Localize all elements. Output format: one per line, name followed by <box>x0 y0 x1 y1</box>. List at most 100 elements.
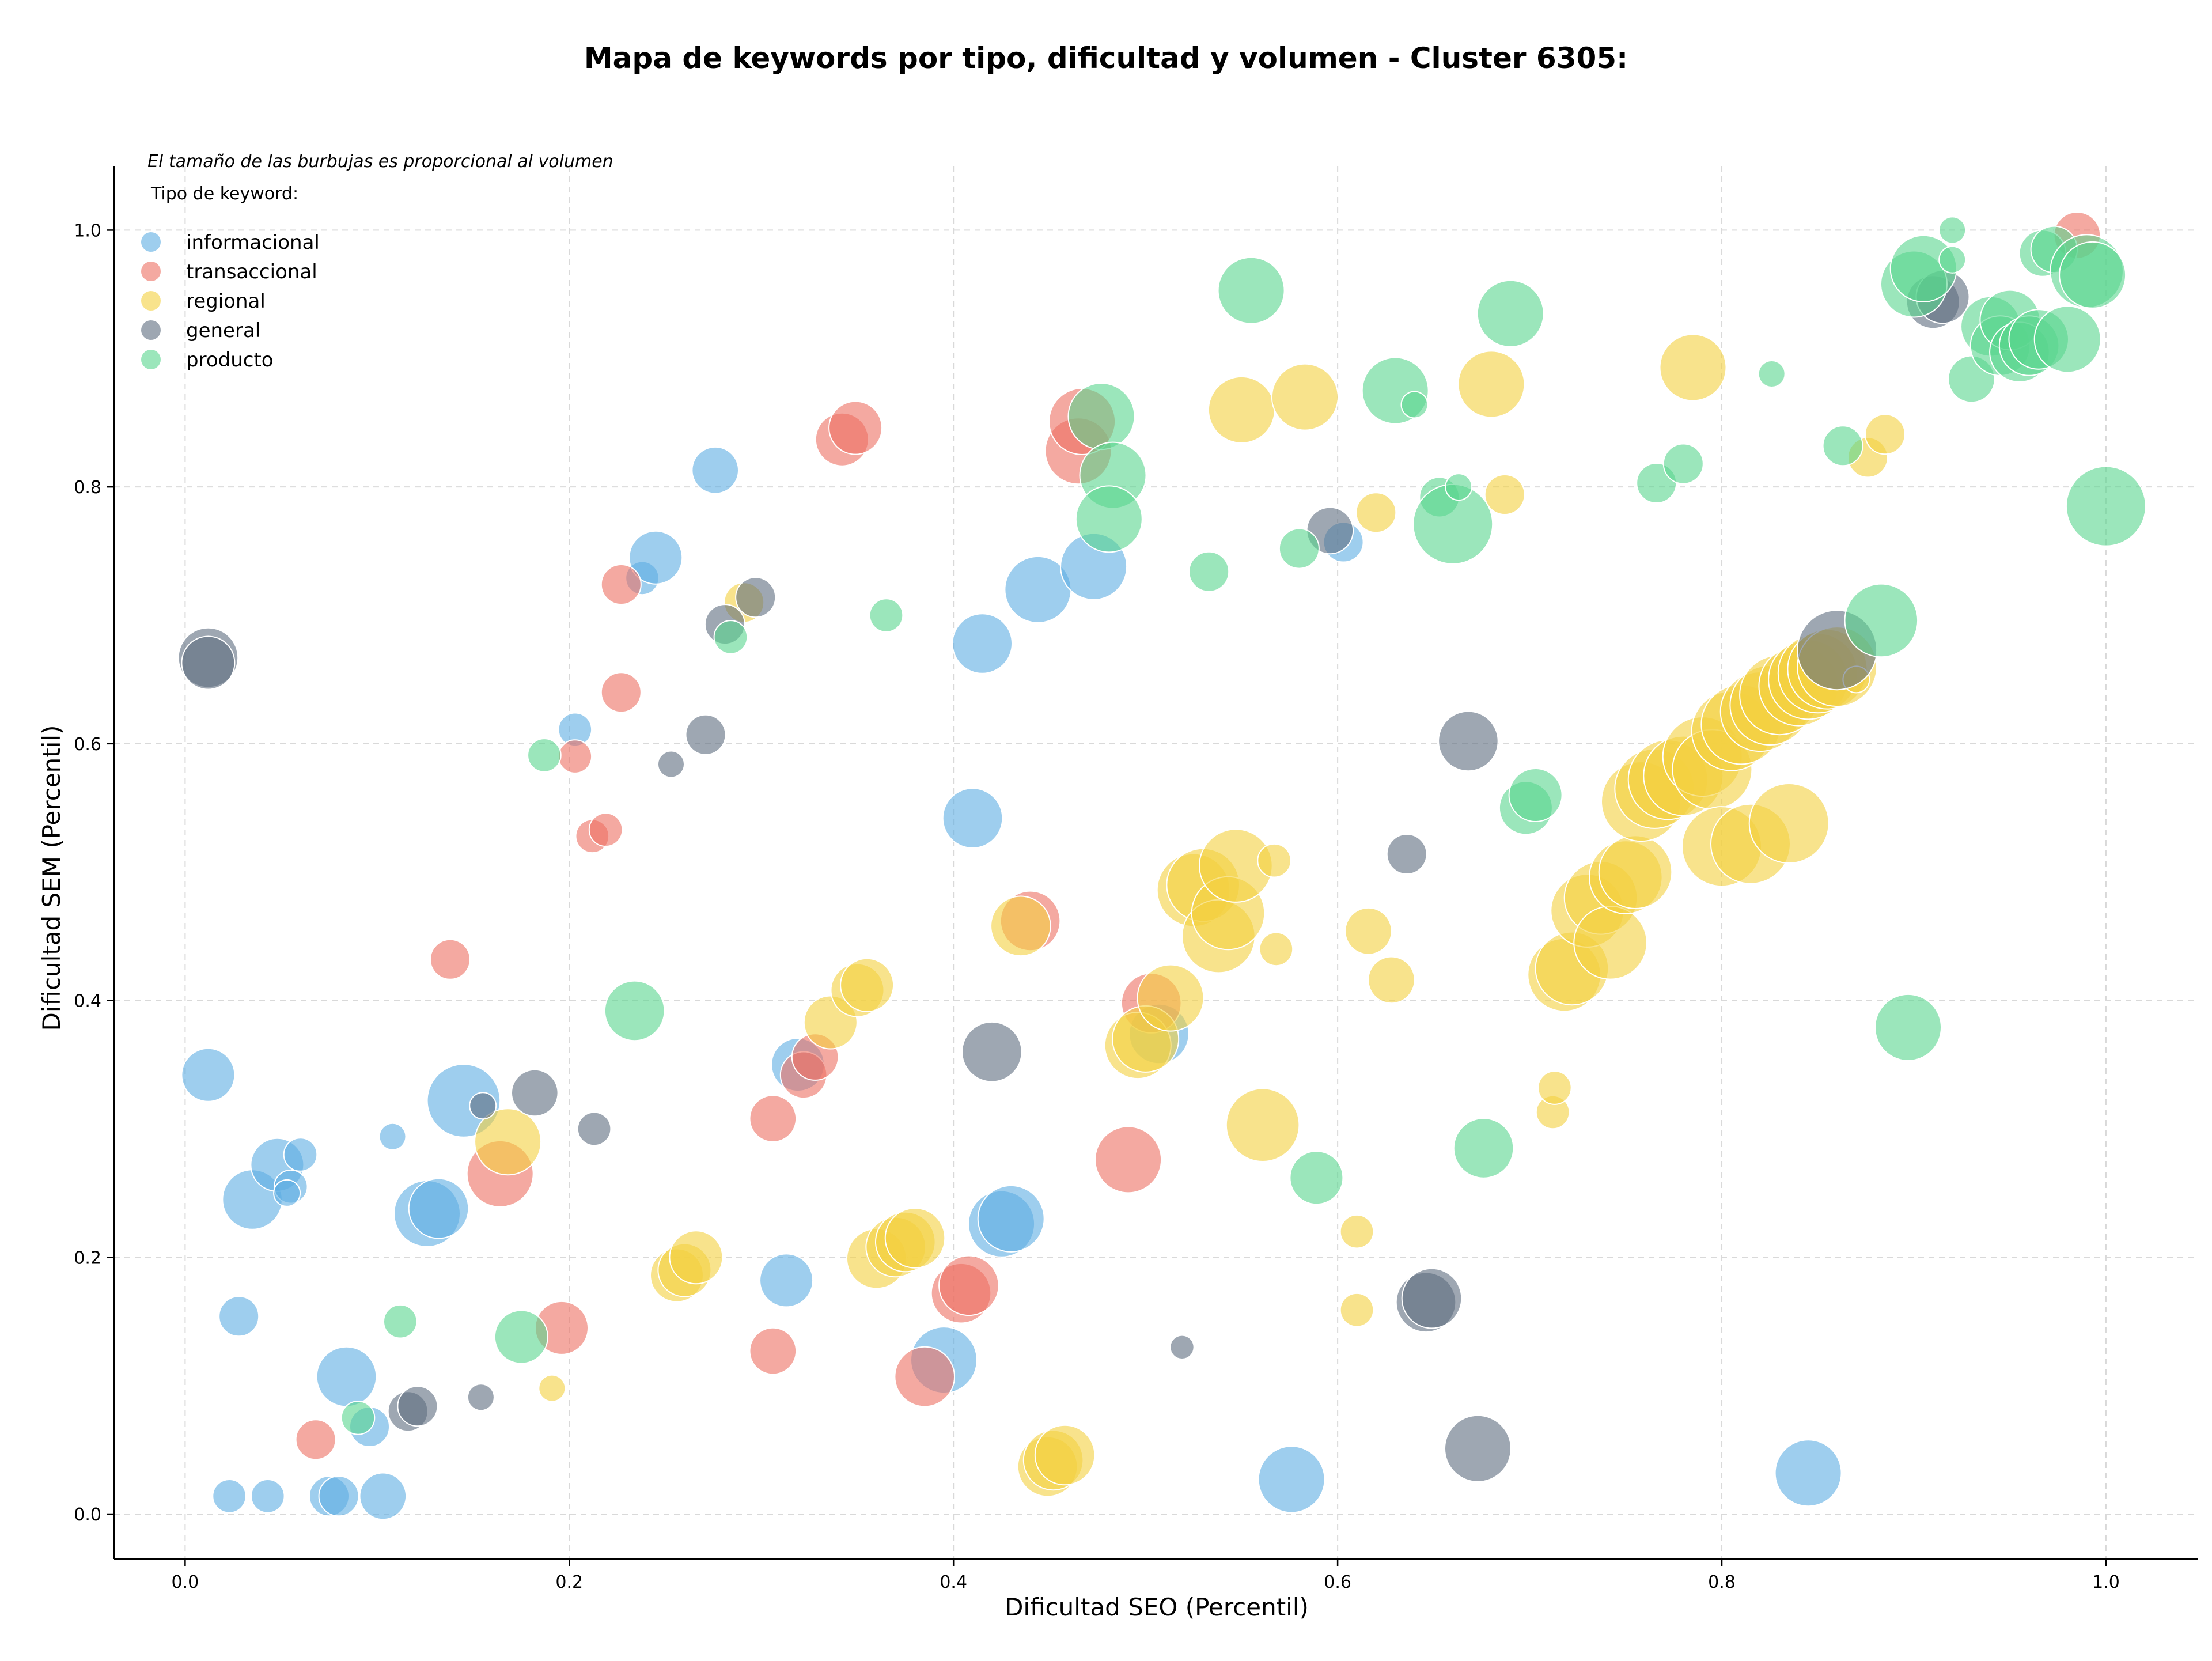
bubble-point-producto <box>1758 360 1786 388</box>
bubble-point-producto <box>1445 473 1473 501</box>
bubble-point-general <box>1169 1334 1195 1360</box>
bubble-point-informacional <box>1774 1439 1842 1507</box>
bubble-point-general <box>467 1383 495 1412</box>
bubble-point-informacional <box>181 1047 236 1102</box>
bubble-point-regional <box>1598 835 1673 909</box>
series-producto <box>340 216 2146 1435</box>
y-tick-label: 0.6 <box>74 735 101 755</box>
bubble-point-producto <box>1278 528 1320 569</box>
x-tick-label: 0.0 <box>172 1572 199 1592</box>
grid <box>114 166 2198 1559</box>
y-axis-label: Dificultad SEM (Percentil) <box>37 725 66 1031</box>
legend-marker-transaccional <box>141 262 161 281</box>
bubble-point-general <box>1401 1267 1463 1329</box>
bubble-point-producto <box>1938 216 1967 244</box>
bubble-point-regional <box>669 1230 724 1285</box>
bubble-point-transaccional <box>749 1095 797 1142</box>
bubble-point-producto <box>713 620 748 654</box>
bubble-point-producto <box>383 1304 418 1339</box>
legend: El tamaño de las burbujas es proporciona… <box>141 152 613 372</box>
bubble-point-producto <box>527 738 562 773</box>
legend-label-transaccional: transaccional <box>186 260 317 283</box>
chart-title: Mapa de keywords por tipo, dificultad y … <box>584 41 1628 75</box>
bubble-point-general <box>735 577 777 618</box>
bubble-point-informacional <box>1257 1446 1325 1514</box>
bubble-point-regional <box>1137 964 1205 1032</box>
y-tick-label: 0.8 <box>74 478 101 498</box>
bubble-point-regional <box>474 1108 542 1176</box>
x-tick-label: 0.6 <box>1324 1572 1351 1592</box>
bubble-point-regional <box>1573 906 1647 980</box>
bubble-point-transaccional <box>1094 1126 1162 1194</box>
bubble-point-producto <box>1874 993 1942 1061</box>
legend-marker-producto <box>141 350 161 369</box>
bubble-point-producto <box>1067 383 1135 451</box>
bubble-point-producto <box>1822 425 1863 467</box>
x-tick-label: 0.4 <box>940 1572 967 1592</box>
bubble-point-informacional <box>273 1179 301 1207</box>
x-axis-label: Dificultad SEO (Percentil) <box>1005 1593 1309 1621</box>
size-note: El tamaño de las burbujas es proporciona… <box>147 152 613 172</box>
bubble-point-regional <box>1865 414 1906 455</box>
bubble-point-general <box>961 1021 1022 1083</box>
bubble-point-producto <box>2065 466 2146 547</box>
bubble-point-regional <box>990 895 1051 957</box>
legend-label-regional: regional <box>186 290 266 313</box>
bubble-point-producto <box>1453 1118 1514 1179</box>
bubble-point-producto <box>1662 443 1704 485</box>
y-tick-label: 0.4 <box>74 992 101 1012</box>
bubble-point-informacional <box>283 1137 318 1172</box>
bubble-point-general <box>657 750 685 778</box>
bubble-point-producto <box>1476 279 1544 347</box>
x-tick-label: 0.8 <box>1708 1572 1736 1592</box>
bubble-point-regional <box>538 1374 566 1402</box>
bubble-point-informacional <box>691 446 739 494</box>
bubble-point-transaccional <box>600 672 642 713</box>
bubble-point-general <box>685 714 726 755</box>
bubble-point-regional <box>1748 783 1830 864</box>
bubble-point-producto <box>1188 551 1230 592</box>
bubble-point-producto <box>604 980 665 1042</box>
bubble-point-regional <box>1368 956 1415 1004</box>
bubble-point-producto <box>1075 485 1143 553</box>
legend-label-informacional: informacional <box>186 231 320 254</box>
bubble-point-transaccional <box>430 939 471 980</box>
bubble-point-regional <box>1355 492 1397 534</box>
bubble-point-transaccional <box>749 1327 797 1375</box>
bubble-point-transaccional <box>295 1419 336 1461</box>
bubble-point-regional <box>1457 350 1525 418</box>
ticks: 0.0 0.2 0.4 0.6 0.8 1.0 0.0 0.2 0.4 0.6 0.8 1.0 <box>74 221 2120 1592</box>
bubble-point-informacional <box>628 530 683 585</box>
bubble-point-informacional <box>318 1475 359 1517</box>
legend-title: Tipo de keyword: <box>150 184 298 204</box>
bubble-point-general <box>511 1069 559 1117</box>
bubble-point-transaccional <box>828 400 883 455</box>
bubble-point-producto <box>1844 583 1919 658</box>
bubble-point-general <box>469 1092 497 1120</box>
bubble-point-informacional <box>759 1253 814 1308</box>
bubble-point-general <box>1438 710 1499 772</box>
bubble-point-producto <box>1217 256 1285 324</box>
legend-label-general: general <box>186 319 260 342</box>
y-tick-label: 1.0 <box>74 221 101 241</box>
bubble-point-informacional <box>942 788 1003 849</box>
bubble-point-producto <box>1938 245 1967 274</box>
legend-marker-informacional <box>141 232 161 252</box>
bubble-point-regional <box>1034 1424 1096 1486</box>
bubble-point-regional <box>1225 1088 1300 1162</box>
bubble-point-informacional <box>212 1479 247 1514</box>
bubble-point-informacional <box>316 1346 377 1408</box>
y-tick-label: 0.0 <box>74 1505 101 1525</box>
legend-items: informacional transaccional regional genera… <box>141 231 320 372</box>
bubble-point-transaccional <box>894 1346 955 1408</box>
bubble-point-regional <box>884 1208 946 1269</box>
axes <box>113 166 2198 1560</box>
bubble-point-regional <box>1259 932 1294 967</box>
bubble-point-informacional <box>378 1122 407 1151</box>
legend-marker-general <box>141 320 161 340</box>
bubble-point-regional <box>1339 1292 1374 1327</box>
y-tick-label: 0.2 <box>74 1248 101 1268</box>
bubble-point-regional <box>840 958 895 1012</box>
bubble-point-regional <box>1344 907 1392 955</box>
